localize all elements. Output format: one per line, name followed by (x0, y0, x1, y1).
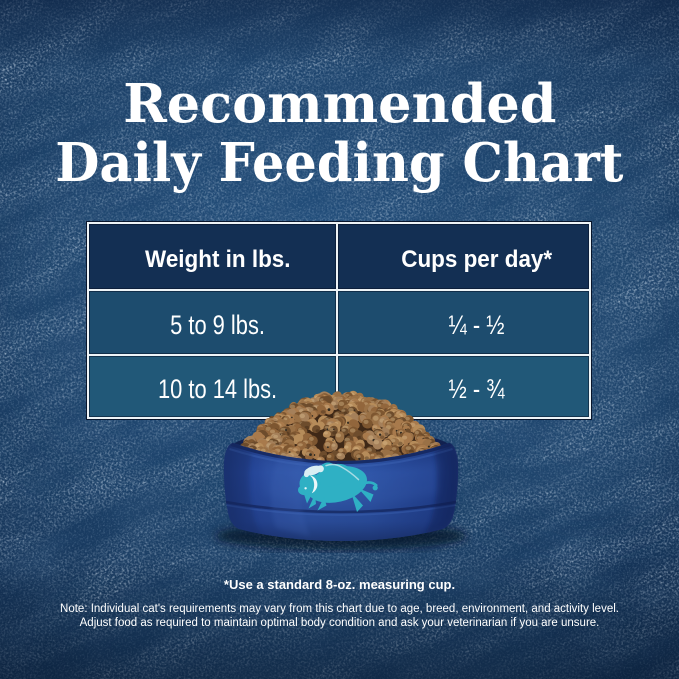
table-cell-text: Cups per day* (401, 245, 552, 273)
table-cell-text: ½ - ¾ (448, 374, 505, 404)
table-cell-cups-row1: ¼ - ½ (338, 291, 589, 354)
table-cell-text: ¼ - ½ (448, 310, 505, 340)
disclaimer-note: Note: Individual cat's requirements may … (0, 603, 679, 630)
table-cell-text: Weight in lbs. (144, 245, 291, 273)
page-title-line-2: Daily Feeding Chart (0, 137, 679, 190)
table-cell-text: 10 to 14 lbs. (157, 374, 278, 404)
buffalo-eye (304, 487, 307, 490)
table-cell-weight-row1: 5 to 9 lbs. (89, 291, 336, 354)
title-text-1: Recommended (122, 73, 557, 135)
buffalo-body (298, 462, 378, 512)
bowl-base-groove (225, 500, 457, 514)
title-text-2: Daily Feeding Chart (55, 132, 624, 194)
disclaimer-line-1: Note: Individual cat's requirements may … (60, 603, 619, 615)
disclaimer-line-2: Adjust food as required to maintain opti… (79, 616, 600, 629)
table-header-cups: Cups per day* (338, 224, 589, 289)
page-title-line-1: Recommended (0, 78, 679, 131)
buffalo-logo (298, 462, 378, 512)
bowl-rim-lip-line (231, 442, 451, 465)
table-header-weight: Weight in lbs. (89, 224, 336, 289)
buffalo-horn (310, 475, 318, 494)
table-cell-text: 5 to 9 lbs. (170, 310, 265, 340)
measuring-cup-footnote: *Use a standard 8-oz. measuring cup. (223, 577, 456, 592)
buffalo-head-highlight (303, 465, 324, 478)
buffalo-back-highlight (325, 463, 360, 481)
